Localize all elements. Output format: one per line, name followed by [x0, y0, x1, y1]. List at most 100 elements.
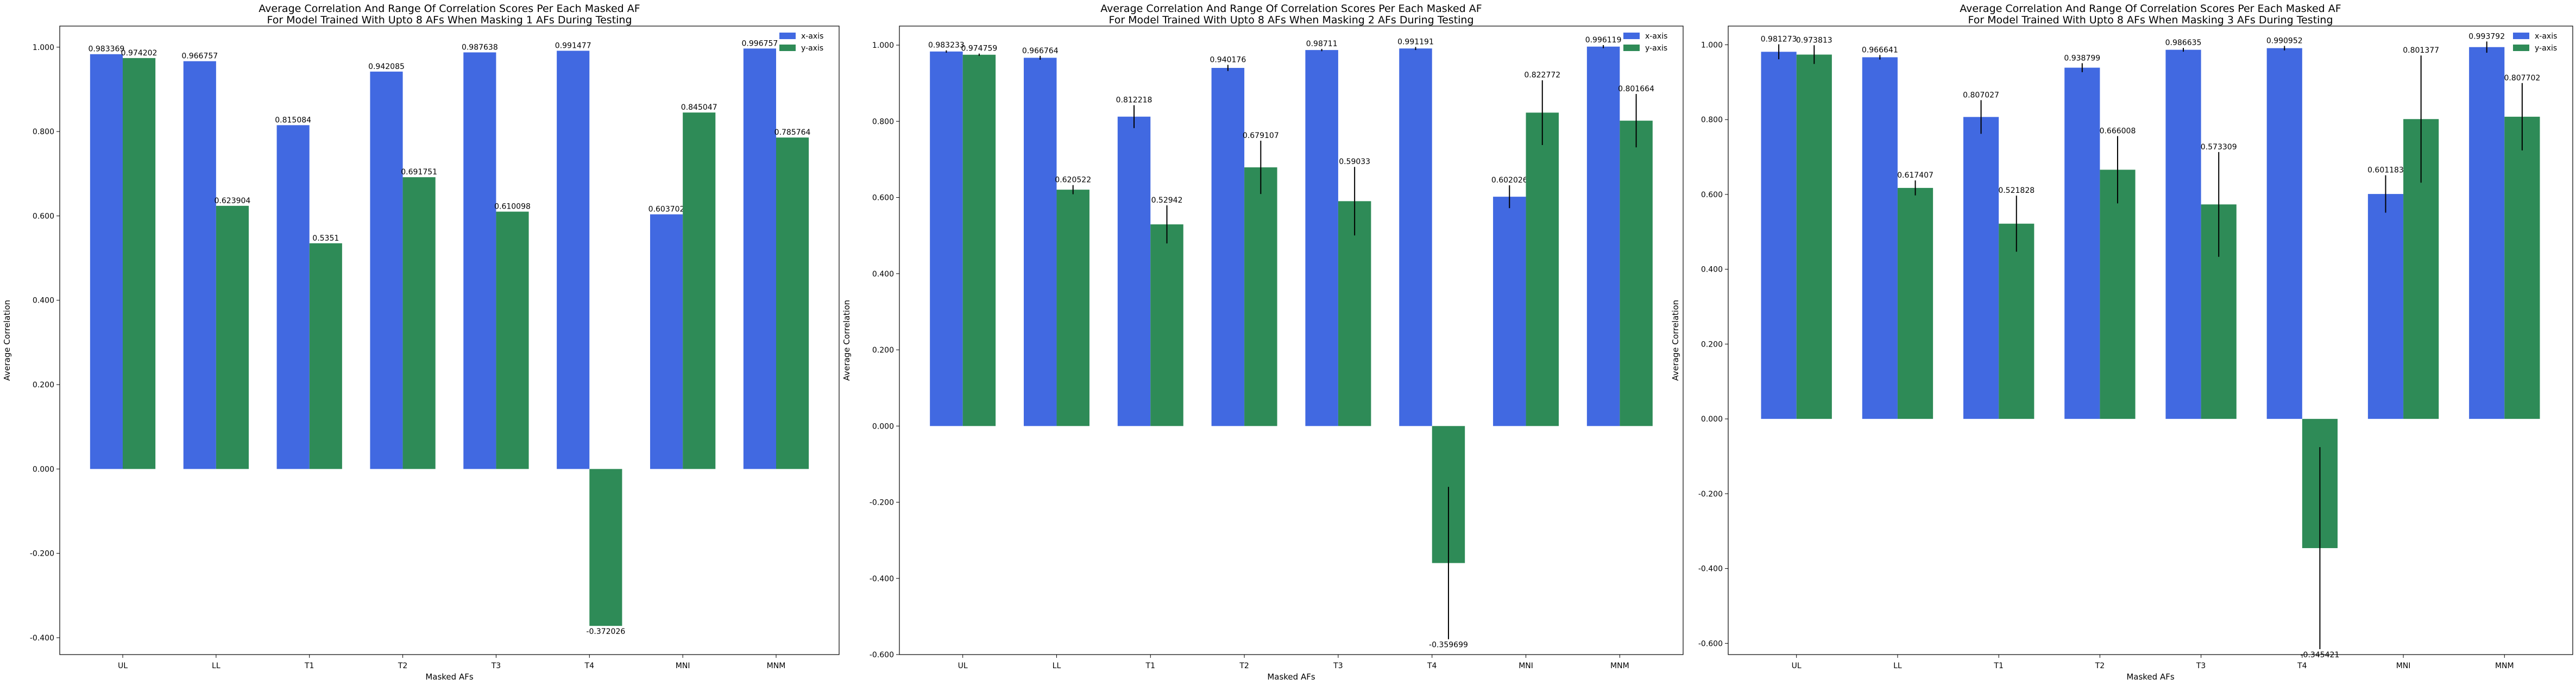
y-tick-label: 0.600 — [872, 194, 894, 203]
data-label: 0.991477 — [555, 41, 591, 50]
x-tick-label: UL — [958, 662, 968, 670]
bar-y-axis-MNM — [2504, 116, 2540, 419]
chart-subtitle: For Model Trained With Upto 8 AFs When M… — [1968, 14, 2333, 26]
plot-frame — [1728, 26, 2573, 655]
data-label: 0.990952 — [2266, 37, 2303, 46]
data-label: 0.991191 — [1397, 37, 1434, 46]
data-label: 0.573309 — [2201, 143, 2237, 152]
data-label: 0.822772 — [1524, 71, 1560, 80]
y-tick-label: 1.000 — [872, 41, 894, 50]
y-tick-label: 0.000 — [1701, 415, 1723, 424]
x-tick-label: LL — [1893, 662, 1902, 670]
bar-y-axis-MNM — [1620, 121, 1653, 426]
y-tick-label: -0.200 — [1698, 490, 1723, 499]
data-label: 0.966641 — [1862, 46, 1898, 54]
bar-x-axis-LL — [1862, 57, 1898, 419]
bar-y-axis-T3 — [496, 211, 529, 469]
plot-frame — [899, 26, 1684, 655]
data-label: 0.973813 — [1796, 36, 1832, 45]
bar-x-axis-LL — [183, 61, 216, 469]
y-tick-label: -0.400 — [30, 634, 54, 643]
data-label: 0.801664 — [1618, 85, 1654, 93]
y-tick-label: 0.800 — [1701, 116, 1723, 124]
x-tick-label: LL — [1053, 662, 1061, 670]
x-tick-label: T1 — [1145, 662, 1155, 670]
bar-y-axis-T1 — [1999, 223, 2035, 419]
legend-label: y-axis — [801, 44, 823, 53]
data-label: 0.521828 — [1998, 186, 2035, 195]
y-tick-label: 0.400 — [33, 297, 54, 305]
data-label: 0.785764 — [774, 128, 811, 137]
data-label: 0.974202 — [121, 49, 158, 58]
bar-y-axis-LL — [1056, 190, 1089, 426]
y-tick-label: -0.400 — [1698, 565, 1723, 574]
x-tick-label: UL — [118, 662, 128, 670]
data-label: 0.98711 — [1306, 40, 1338, 48]
x-tick-label: LL — [212, 662, 221, 670]
x-tick-label: UL — [1792, 662, 1802, 670]
legend-swatch-y-axis — [1623, 45, 1640, 51]
data-label: 0.983369 — [89, 45, 125, 54]
bar-y-axis-T4 — [589, 469, 622, 626]
y-tick-label: -0.200 — [870, 499, 894, 507]
legend-label: y-axis — [1645, 44, 1667, 53]
chart-title: Average Correlation And Range Of Correla… — [1960, 3, 2341, 15]
x-tick-label: MNM — [1610, 662, 1629, 670]
bar-x-axis-UL — [1761, 52, 1797, 419]
data-label: 0.938799 — [2064, 54, 2100, 62]
x-tick-label: T3 — [1333, 662, 1343, 670]
bar-y-axis-UL — [962, 54, 996, 426]
x-tick-label: T1 — [1993, 662, 2003, 670]
bar-y-axis-T3 — [1338, 201, 1371, 426]
bar-y-axis-LL — [216, 205, 249, 469]
bar-x-axis-LL — [1023, 58, 1057, 426]
data-label: 0.623904 — [215, 197, 251, 205]
y-axis-label: Average Correlation — [1671, 300, 1680, 381]
legend-swatch-y-axis — [779, 45, 796, 51]
bar-y-axis-LL — [1897, 187, 1933, 419]
bar-x-axis-MNM — [743, 48, 776, 469]
y-tick-label: 1.000 — [1701, 41, 1723, 49]
legend-label: y-axis — [2535, 44, 2557, 53]
x-tick-label: T3 — [2196, 662, 2206, 670]
y-tick-label: 0.800 — [872, 117, 894, 126]
bar-x-axis-UL — [930, 51, 963, 426]
chart-title: Average Correlation And Range Of Correla… — [259, 3, 640, 15]
x-axis-label: Masked AFs — [425, 672, 474, 682]
x-tick-label: MNM — [2495, 662, 2514, 670]
chart-panel-3: Average Correlation And Range Of Correla… — [1671, 3, 2573, 682]
bar-y-axis-MNM — [776, 137, 809, 469]
data-label: 0.801377 — [2403, 46, 2439, 55]
chart-panel-1: Average Correlation And Range Of Correla… — [2, 3, 840, 682]
bar-x-axis-T3 — [1305, 50, 1338, 426]
bar-x-axis-T4 — [2266, 48, 2302, 419]
bar-y-axis-T2 — [1244, 167, 1277, 426]
data-label: 0.666008 — [2100, 127, 2136, 135]
y-tick-label: 0.200 — [872, 346, 894, 355]
bar-x-axis-T2 — [1211, 68, 1245, 426]
bar-x-axis-T1 — [1117, 116, 1151, 426]
y-tick-label: 0.000 — [33, 465, 54, 474]
bar-x-axis-T3 — [463, 52, 496, 469]
data-label: 0.993792 — [2468, 32, 2505, 41]
y-tick-label: 0.600 — [33, 212, 54, 221]
y-tick-label: 0.600 — [1701, 191, 1723, 199]
data-label: 0.617407 — [1897, 171, 1933, 180]
data-label: -0.345421 — [2301, 651, 2340, 659]
y-tick-label: -0.600 — [1698, 639, 1723, 648]
y-tick-label: 0.400 — [1701, 266, 1723, 274]
x-tick-label: T4 — [584, 662, 595, 670]
x-axis-label: Masked AFs — [1267, 672, 1315, 682]
data-label: 0.845047 — [681, 103, 717, 112]
chart-title: Average Correlation And Range Of Correla… — [1100, 3, 1482, 15]
data-label: 0.966764 — [1022, 47, 1059, 55]
x-axis-label: Masked AFs — [2126, 672, 2175, 682]
legend-label: x-axis — [1645, 32, 1667, 41]
bar-x-axis-MNI — [2367, 194, 2404, 419]
data-label: 0.691751 — [401, 168, 437, 177]
legend-swatch-x-axis — [1623, 33, 1640, 39]
y-tick-label: -0.600 — [870, 651, 894, 659]
plot-frame — [59, 26, 840, 655]
bar-x-axis-MNI — [1493, 197, 1526, 426]
chart-subtitle: For Model Trained With Upto 8 AFs When M… — [1109, 14, 1473, 26]
